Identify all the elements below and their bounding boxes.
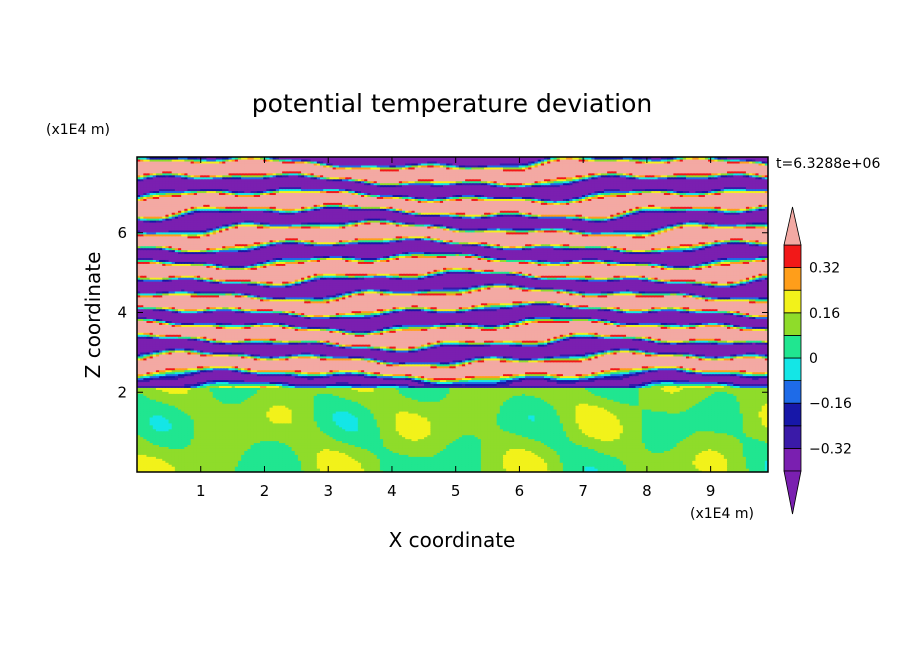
time-label: t=6.3288e+06 [776, 156, 880, 172]
colorbar-tick-label: −0.32 [809, 441, 852, 457]
x-tick-label: 6 [515, 482, 525, 500]
x-tick-label: 5 [451, 482, 461, 500]
colorbar-segment [784, 313, 801, 336]
colorbar-segment [784, 268, 801, 291]
colorbar-tick-label: 0.32 [809, 261, 840, 277]
x-tick-label: 3 [323, 482, 333, 500]
x-axis-unit: (x1E4 m) [690, 506, 754, 522]
colorbar: 0.32 0.16 0 −0.16 −0.32 [784, 207, 852, 514]
x-tick-label: 9 [706, 482, 716, 500]
x-tick-label: 8 [642, 482, 652, 500]
colorbar-segment [784, 448, 801, 471]
x-tick-label: 7 [578, 482, 588, 500]
colorbar-tick-label: −0.16 [809, 396, 852, 412]
y-axis-label: Z coordinate [81, 252, 105, 379]
y-tick-label: 4 [117, 304, 127, 322]
colorbar-segment [784, 403, 801, 426]
contour-field [137, 157, 769, 473]
y-axis-unit: (x1E4 m) [46, 122, 110, 138]
colorbar-segment [784, 426, 801, 449]
colorbar-over-arrow [784, 207, 801, 245]
colorbar-segment [784, 335, 801, 358]
x-tick-label: 4 [387, 482, 397, 500]
plot-area [137, 157, 769, 473]
x-tick-label: 1 [196, 482, 206, 500]
x-axis-label: X coordinate [389, 528, 516, 552]
colorbar-segment [784, 245, 801, 268]
colorbar-segment [784, 290, 801, 313]
x-tick-label: 2 [260, 482, 270, 500]
colorbar-tick-label: 0.16 [809, 306, 840, 322]
colorbar-segment [784, 381, 801, 404]
y-tick-label: 6 [117, 224, 127, 242]
chart-title: potential temperature deviation [252, 89, 652, 118]
colorbar-tick-label: 0 [809, 351, 818, 367]
colorbar-under-arrow [784, 471, 801, 514]
y-tick-label: 2 [117, 383, 127, 401]
colorbar-segment [784, 358, 801, 381]
